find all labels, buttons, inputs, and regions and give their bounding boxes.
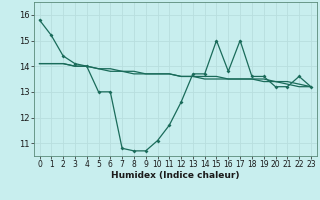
X-axis label: Humidex (Indice chaleur): Humidex (Indice chaleur) <box>111 171 239 180</box>
